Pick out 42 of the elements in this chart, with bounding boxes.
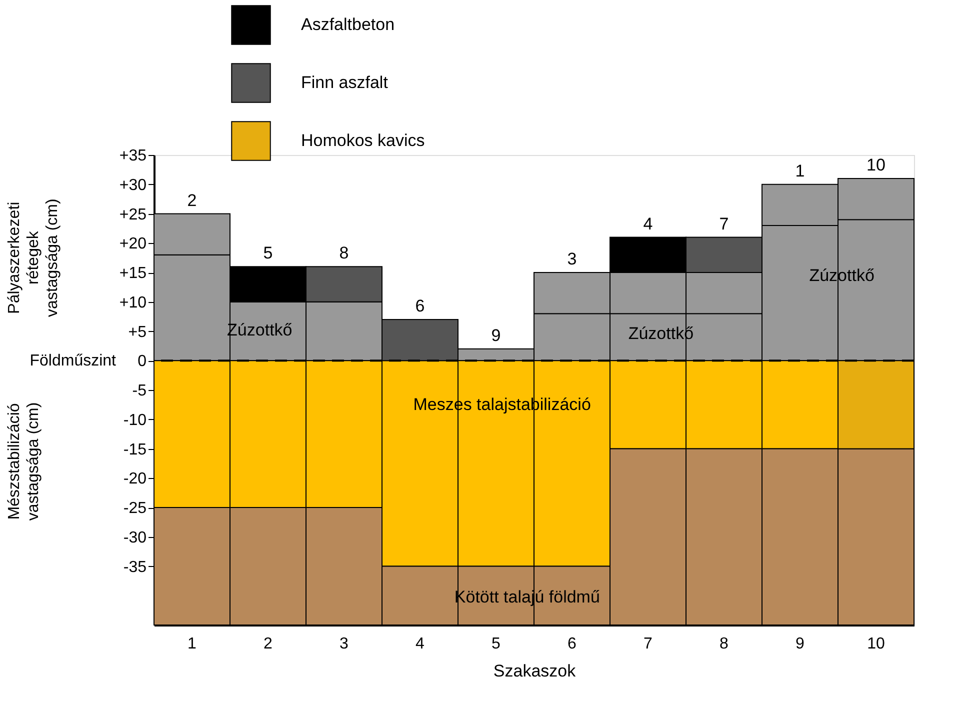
x-tick-label: 10 bbox=[867, 636, 885, 652]
y-tick-label: -15 bbox=[123, 441, 147, 458]
y-tick-label: +5 bbox=[128, 324, 147, 341]
annotation: 8 bbox=[339, 244, 349, 263]
annotation: 7 bbox=[719, 214, 729, 234]
annotation: 6 bbox=[415, 296, 425, 316]
x-axis-title: Szakaszok bbox=[493, 662, 576, 680]
annotation: 1 bbox=[795, 161, 805, 180]
x-tick-label: 7 bbox=[644, 636, 653, 652]
annotation: 10 bbox=[866, 156, 886, 174]
x-tick-label: 3 bbox=[340, 636, 349, 652]
y-tick-label: +10 bbox=[119, 294, 147, 312]
annotation: 5 bbox=[263, 244, 273, 263]
annotation: 9 bbox=[491, 326, 501, 345]
y-tick-label: -10 bbox=[123, 412, 147, 429]
y-tick-label: +15 bbox=[119, 265, 147, 282]
legend-label: Homokos kavics bbox=[301, 131, 425, 150]
ref-line-label: Földműszint bbox=[30, 352, 117, 370]
annotation: 3 bbox=[567, 250, 577, 268]
x-tick-label: 4 bbox=[416, 636, 425, 652]
y-tick-label: -25 bbox=[123, 500, 147, 517]
y-tick-label: +30 bbox=[119, 176, 147, 194]
x-tick-label: 8 bbox=[720, 636, 729, 652]
x-tick-label: 5 bbox=[492, 636, 501, 652]
y-tick-label: -20 bbox=[123, 470, 147, 488]
annotation: 2 bbox=[187, 190, 197, 210]
legend-label: Aszfaltbeton bbox=[301, 15, 395, 34]
y-axis-title: Pályaszerkezeti rétegek vastagsága (cm) bbox=[6, 198, 61, 317]
y-tick-label: +25 bbox=[119, 206, 147, 224]
y-tick-label: -30 bbox=[123, 529, 147, 546]
legend-label: Finn aszfalt bbox=[301, 73, 388, 92]
y-tick-label: 0 bbox=[138, 353, 147, 370]
y-tick-label: +35 bbox=[119, 148, 147, 164]
x-tick-label: 6 bbox=[568, 636, 577, 652]
x-tick-label: 2 bbox=[264, 636, 273, 652]
annotation: 4 bbox=[643, 214, 653, 234]
y-tick-label: -35 bbox=[123, 558, 147, 576]
y-tick-label: +20 bbox=[119, 236, 147, 253]
x-tick-label: 9 bbox=[796, 636, 805, 652]
y-tick-label: -5 bbox=[132, 382, 147, 400]
text: Mészstabilizáció vastagsága (cm) bbox=[6, 402, 42, 521]
x-tick-label: 1 bbox=[188, 636, 197, 652]
